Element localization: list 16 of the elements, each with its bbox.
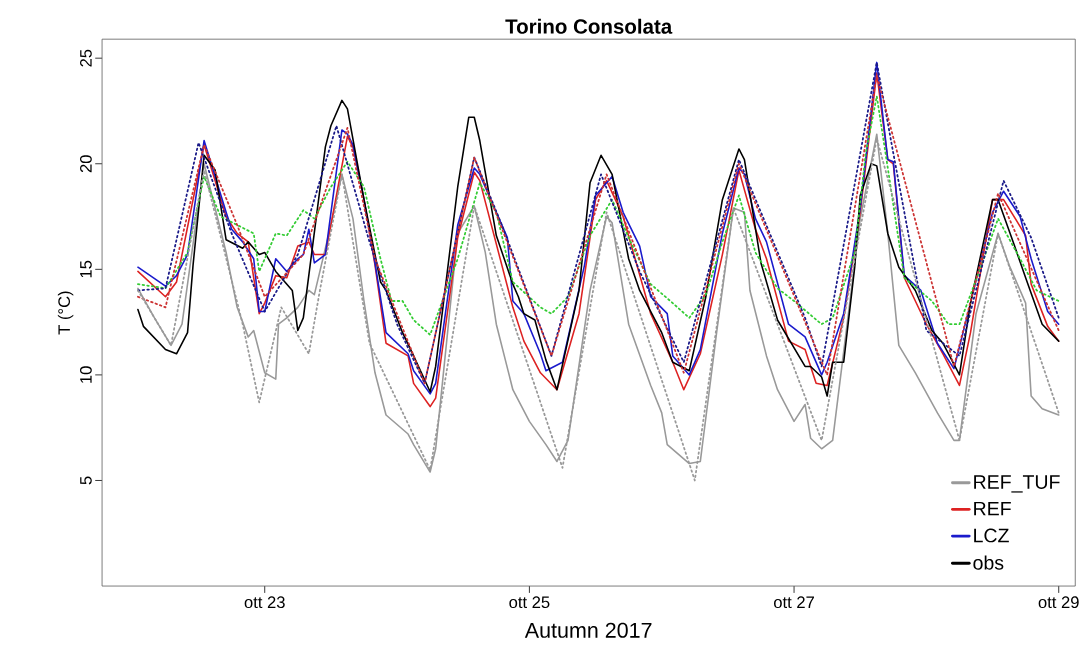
y-tick-label: 25 <box>80 49 92 67</box>
legend-label: obs <box>973 555 1004 570</box>
legend-label: LCZ <box>974 528 1009 543</box>
x-axis-title: Autumn 2017 <box>524 622 652 638</box>
y-tick-label: 5 <box>80 476 92 485</box>
x-tick-label: ott 25 <box>509 596 550 608</box>
x-tick-label: ott 29 <box>1038 596 1079 608</box>
x-tick-label: ott 23 <box>244 596 285 608</box>
y-tick-label: 20 <box>80 155 92 172</box>
legend-label: REF_TUF <box>974 475 1060 493</box>
y-axis-title: T (°C) <box>57 291 74 335</box>
y-tick-label: 10 <box>80 366 92 383</box>
chart-title: Torino Consolata <box>505 18 673 34</box>
legend-label: REF <box>974 501 1011 516</box>
y-tick-label: 15 <box>80 260 92 278</box>
x-tick-label: ott 27 <box>774 596 814 608</box>
